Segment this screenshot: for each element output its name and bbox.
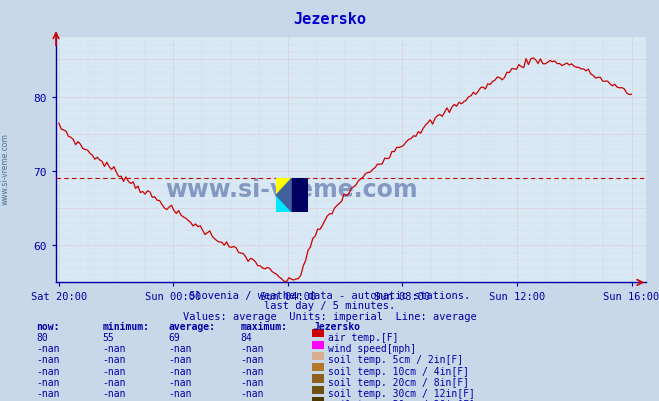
Text: -nan: -nan	[102, 366, 126, 376]
Polygon shape	[292, 178, 308, 213]
Text: 84: 84	[241, 332, 252, 342]
Text: 69: 69	[168, 332, 180, 342]
Polygon shape	[276, 196, 292, 213]
Text: average:: average:	[168, 321, 215, 331]
Polygon shape	[292, 178, 308, 213]
Text: now:: now:	[36, 321, 60, 331]
Text: soil temp. 50cm / 20in[F]: soil temp. 50cm / 20in[F]	[328, 399, 474, 401]
Text: -nan: -nan	[168, 399, 192, 401]
Text: -nan: -nan	[241, 366, 264, 376]
Text: -nan: -nan	[36, 354, 60, 365]
Text: 80: 80	[36, 332, 48, 342]
Text: Jezersko: Jezersko	[293, 12, 366, 27]
Text: last day / 5 minutes.: last day / 5 minutes.	[264, 301, 395, 311]
Text: www.si-vreme.com: www.si-vreme.com	[1, 133, 10, 204]
Text: -nan: -nan	[36, 388, 60, 398]
Text: soil temp. 10cm / 4in[F]: soil temp. 10cm / 4in[F]	[328, 366, 469, 376]
Text: -nan: -nan	[102, 377, 126, 387]
Text: -nan: -nan	[168, 377, 192, 387]
Text: 55: 55	[102, 332, 114, 342]
Text: -nan: -nan	[168, 343, 192, 353]
Text: Values: average  Units: imperial  Line: average: Values: average Units: imperial Line: av…	[183, 311, 476, 321]
Text: -nan: -nan	[102, 343, 126, 353]
Polygon shape	[276, 196, 292, 213]
Text: -nan: -nan	[168, 388, 192, 398]
Text: minimum:: minimum:	[102, 321, 149, 331]
Text: maximum:: maximum:	[241, 321, 287, 331]
Text: wind speed[mph]: wind speed[mph]	[328, 343, 416, 353]
Text: -nan: -nan	[241, 399, 264, 401]
Bar	[276, 178, 292, 196]
Text: -nan: -nan	[36, 377, 60, 387]
Text: soil temp. 30cm / 12in[F]: soil temp. 30cm / 12in[F]	[328, 388, 474, 398]
Text: -nan: -nan	[241, 343, 264, 353]
Text: -nan: -nan	[168, 366, 192, 376]
Text: Slovenia / weather data - automatic stations.: Slovenia / weather data - automatic stat…	[189, 291, 470, 301]
Text: -nan: -nan	[241, 377, 264, 387]
Text: soil temp. 5cm / 2in[F]: soil temp. 5cm / 2in[F]	[328, 354, 463, 365]
Text: soil temp. 20cm / 8in[F]: soil temp. 20cm / 8in[F]	[328, 377, 469, 387]
Text: -nan: -nan	[102, 388, 126, 398]
Text: -nan: -nan	[168, 354, 192, 365]
Text: -nan: -nan	[36, 343, 60, 353]
Text: -nan: -nan	[36, 399, 60, 401]
Polygon shape	[276, 178, 308, 213]
Text: air temp.[F]: air temp.[F]	[328, 332, 398, 342]
Text: -nan: -nan	[241, 388, 264, 398]
Text: -nan: -nan	[102, 399, 126, 401]
Text: www.si-vreme.com: www.si-vreme.com	[165, 178, 418, 202]
Text: -nan: -nan	[241, 354, 264, 365]
Bar	[276, 178, 292, 196]
Text: -nan: -nan	[102, 354, 126, 365]
Text: Jezersko: Jezersko	[313, 321, 360, 331]
Text: -nan: -nan	[36, 366, 60, 376]
Polygon shape	[276, 178, 292, 213]
